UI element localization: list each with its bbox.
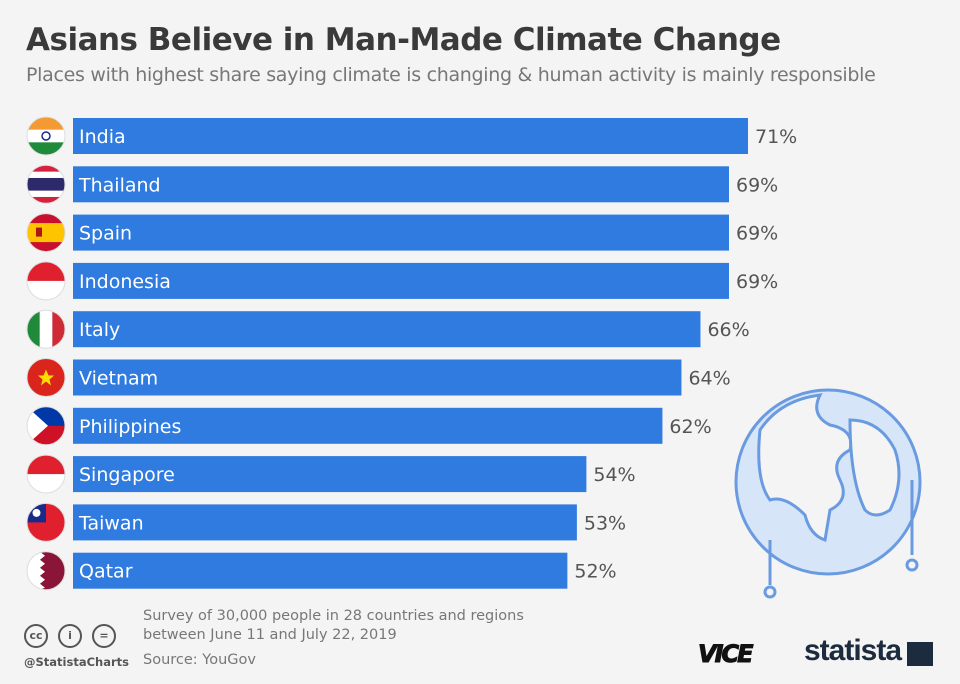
globe-illustration [734, 388, 922, 599]
singapore-flag-icon [26, 454, 66, 494]
indonesia-flag-icon [26, 261, 66, 301]
taiwan-flag-icon [26, 502, 66, 542]
bar-category-label: Philippines [79, 416, 181, 438]
chart-title: Asians Believe in Man-Made Climate Chang… [26, 22, 781, 58]
creative-commons-icon: cc [24, 624, 48, 648]
bar-philippines [73, 407, 663, 444]
source-note: Source: YouGov [143, 652, 256, 668]
bar-italy [73, 311, 701, 348]
bar-category-label: Singapore [79, 464, 175, 486]
bar-value-label: 62% [669, 416, 711, 438]
survey-note-line1: Survey of 30,000 people in 28 countries … [143, 608, 524, 624]
bar-thailand [73, 166, 729, 203]
spain-flag-icon [26, 213, 66, 253]
thailand-flag-icon [26, 164, 66, 204]
bar-india [73, 118, 748, 154]
survey-note-line2: between June 11 and July 22, 2019 [143, 627, 397, 643]
bar-value-label: 69% [736, 271, 778, 293]
bar-value-label: 53% [584, 512, 626, 534]
philippines-flag-icon [26, 406, 66, 446]
bar-value-label: 66% [707, 319, 749, 341]
statista-logo-mark [907, 642, 933, 666]
chart-subtitle: Places with highest share saying climate… [26, 64, 876, 86]
vietnam-flag-icon [26, 358, 66, 397]
bar-spain [73, 214, 729, 251]
india-flag-icon [26, 116, 66, 156]
statista-logo: statista [804, 634, 902, 667]
attribution-icon: i [58, 624, 82, 648]
bar-indonesia [73, 262, 729, 299]
bar-value-label: 69% [736, 174, 778, 196]
bar-taiwan [73, 504, 577, 541]
survey-note: Survey of 30,000 people in 28 countries … [143, 607, 524, 645]
qatar-flag-icon [26, 551, 66, 591]
italy-flag-icon [26, 309, 66, 349]
bar-category-label: India [79, 126, 126, 148]
bar-qatar [73, 552, 568, 589]
bar-value-label: 64% [688, 368, 730, 390]
bar-value-label: 54% [593, 464, 635, 486]
bar-category-label: Spain [79, 223, 132, 245]
bar-category-label: Italy [79, 319, 120, 341]
bar-category-label: Thailand [78, 174, 161, 196]
bar-value-label: 71% [755, 126, 797, 148]
statista-handle: @StatistaCharts [24, 655, 129, 669]
bar-vietnam [73, 359, 682, 396]
bar-category-label: Taiwan [78, 512, 144, 534]
bar-value-label: 52% [574, 561, 616, 583]
bar-category-label: Indonesia [79, 271, 171, 293]
no-derivatives-icon: = [92, 624, 116, 648]
vice-logo: VICE [698, 640, 754, 669]
bar-value-label: 69% [736, 223, 778, 245]
bar-category-label: Vietnam [79, 368, 158, 390]
bar-singapore [73, 456, 587, 493]
bar-category-label: Qatar [79, 561, 133, 583]
